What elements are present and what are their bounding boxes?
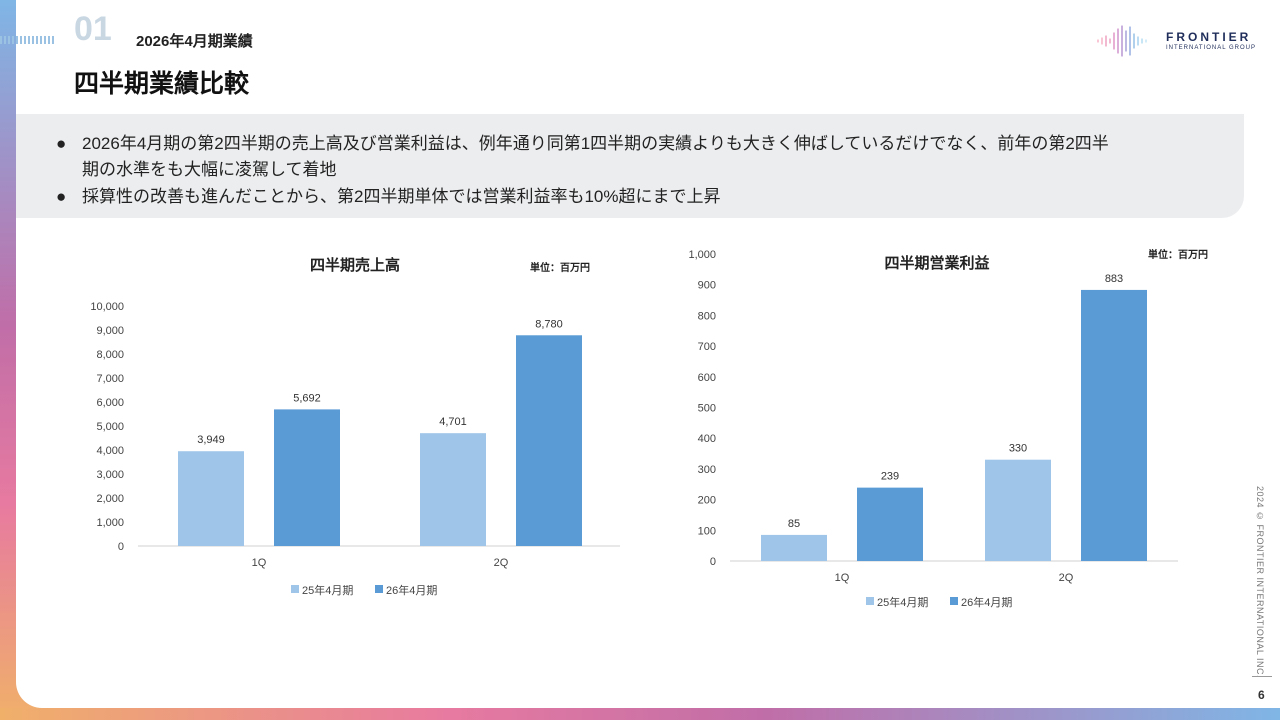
y-tick-label: 2,000 [96,493,124,505]
y-tick-label: 3,000 [96,469,124,481]
bar-1Q-curr [274,409,340,546]
footer-divider [1252,676,1272,677]
x-tick-label: 2Q [1059,572,1074,584]
data-label: 8,780 [535,318,563,330]
y-tick-label: 200 [698,495,716,507]
legend-label: 26年4月期 [386,583,437,597]
logo-wordmark: FRONTIER [1166,30,1252,44]
y-tick-label: 500 [698,403,716,415]
x-tick-label: 1Q [835,572,850,584]
bullet-marker: ● [56,187,67,206]
operating-profit-chart-svg: 四半期営業利益 単位：百万円 0 100 200 300 400 500 600 700 800 90… [688,248,1208,609]
bar-1Q-prev [761,534,827,561]
soundwave-logo-icon [1097,25,1147,57]
chart-title: 四半期売上高 [310,256,400,274]
bar-1Q-prev [178,451,244,546]
legend-swatch [866,597,874,605]
y-tick-label: 300 [698,464,716,476]
bullet-marker: ● [56,134,67,153]
y-tick-label: 0 [118,541,124,553]
logo-subtitle: INTERNATIONAL GROUP [1166,45,1257,51]
data-label: 5,692 [293,392,321,404]
y-tick-label: 1,000 [688,249,716,261]
y-tick-label: 600 [698,372,716,384]
y-tick-label: 6,000 [96,397,124,409]
y-tick-label: 8,000 [96,349,124,361]
y-tick-label: 0 [710,556,716,568]
y-tick-label: 400 [698,433,716,445]
page-title: 四半期業績比較 [74,70,250,98]
sales-chart-svg: 四半期売上高 単位：百万円 0 1,000 2,000 3,000 4,000 5,000 6,… [90,256,620,597]
summary-bullet-2: ● 採算性の改善も進んだことから、第2四半期単体では営業利益率も10%超にまで上… [56,184,1236,210]
bar-2Q-prev [985,459,1051,561]
data-label: 330 [1009,443,1027,455]
bar-2Q-curr [516,335,582,546]
data-label: 4,701 [439,416,467,428]
summary-bullet-1: ● 2026年4月期の第2四半期の売上高及び営業利益は、例年通り同第1四半期の実… [56,131,1236,183]
y-tick-label: 7,000 [96,373,124,385]
operating-profit-chart: 四半期営業利益 単位：百万円 0 100 200 300 400 500 600 700 800 90… [660,236,1220,616]
copyright-text: 2024 © FRONTIER INTERNATIONAL INC. [1255,486,1265,679]
data-label: 85 [788,518,800,530]
page-number: 6 [1258,688,1265,702]
bar-2Q-curr [1081,289,1147,561]
y-tick-label: 800 [698,310,716,322]
x-tick-label: 2Q [494,557,509,569]
legend-swatch [950,597,958,605]
y-tick-label: 4,000 [96,445,124,457]
legend-swatch [291,585,299,593]
bar-2Q-prev [420,433,486,546]
y-tick-label: 900 [698,280,716,292]
y-tick-label: 5,000 [96,421,124,433]
section-title: 2026年4月期業績 [136,33,253,50]
y-tick-label: 10,000 [90,301,124,313]
y-tick-label: 9,000 [96,325,124,337]
legend-label: 25年4月期 [877,595,928,609]
decorative-ticks [0,36,54,44]
chart-title: 四半期営業利益 [884,254,989,272]
legend-swatch [375,585,383,593]
y-tick-label: 1,000 [96,517,124,529]
data-label: 3,949 [197,434,225,446]
data-label: 883 [1105,273,1123,285]
bottom-gradient-bar [0,708,1280,720]
y-tick-label: 700 [698,341,716,353]
legend-label: 26年4月期 [961,595,1012,609]
unit-label: 単位：百万円 [530,261,590,274]
sales-chart: 四半期売上高 単位：百万円 0 1,000 2,000 3,000 4,000 5,000 6,… [60,240,640,610]
x-tick-label: 1Q [252,557,267,569]
bullet-text-line: 期の水準をも大幅に凌駕して着地 [82,160,337,179]
bullet-text-line: 採算性の改善も進んだことから、第2四半期単体では営業利益率も10%超にまで上昇 [82,187,721,206]
legend-label: 25年4月期 [302,583,353,597]
summary-box: ● 2026年4月期の第2四半期の売上高及び営業利益は、例年通り同第1四半期の実… [16,114,1244,218]
section-number: 01 [74,10,112,48]
y-tick-label: 100 [698,525,716,537]
bullet-text-line: 2026年4月期の第2四半期の売上高及び営業利益は、例年通り同第1四半期の実績よ… [82,134,1109,153]
unit-label: 単位：百万円 [1148,248,1208,261]
bar-1Q-curr [857,487,923,561]
data-label: 239 [881,471,899,483]
company-logo: FRONTIER INTERNATIONAL GROUP [1094,24,1264,58]
